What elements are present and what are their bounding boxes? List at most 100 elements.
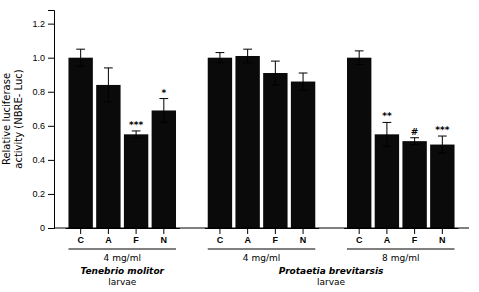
x-tick-label: F [273, 235, 279, 245]
x-tick: A [244, 228, 251, 245]
significance-label: *** [129, 120, 143, 130]
x-tick-mark [108, 228, 109, 234]
bar [235, 56, 259, 228]
x-tick: F [412, 228, 418, 245]
group-label: 4 mg/ml [243, 253, 280, 263]
y-tick: 1.2 [32, 19, 54, 29]
error-bar-cap [355, 50, 364, 51]
y-tick: 0.8 [32, 87, 54, 97]
group-bracket [347, 249, 455, 250]
error-bar [76, 49, 85, 66]
x-tick: C [356, 228, 363, 245]
error-bar [383, 122, 392, 146]
y-tick-mark [48, 24, 54, 25]
y-axis: 0 0.2 0.4 0.6 0.8 1.0 1.2 [32, 11, 54, 234]
chart: 0 0.2 0.4 0.6 0.8 1.0 1.2 Relative luciferaseac… [0, 0, 479, 292]
group-bracket [68, 249, 176, 250]
error-bar-stem [136, 131, 137, 138]
species-name: Tenebrio molitor [80, 266, 164, 276]
y-tick: 0.6 [32, 121, 54, 131]
species-note: larvae [317, 277, 346, 287]
bar [347, 58, 371, 228]
significance-label: ** [382, 111, 392, 121]
error-bar-stem [80, 49, 81, 66]
error-bar-cap [216, 52, 225, 53]
error-bar [159, 99, 168, 123]
x-tick-label: N [439, 235, 446, 245]
group-bracket [208, 249, 316, 250]
error-bar-cap [243, 49, 252, 50]
x-axis: CAFN [344, 228, 458, 245]
x-tick-mark [442, 228, 443, 234]
species-note: larvae [108, 277, 137, 287]
y-tick-mark [48, 228, 54, 229]
x-tick-mark [303, 228, 304, 234]
error-bar-cap [104, 67, 113, 68]
bar [263, 73, 287, 228]
x-tick: F [133, 228, 139, 245]
error-bar-cap [410, 137, 419, 138]
error-bar-cap [132, 130, 141, 131]
y-tick-label: 0.2 [32, 189, 45, 199]
error-bar-stem [275, 61, 276, 85]
error-bar [355, 51, 364, 65]
error-bar-cap [299, 90, 308, 91]
x-tick: N [161, 228, 168, 245]
x-tick-label: F [133, 235, 139, 245]
error-bar-cap [438, 136, 447, 137]
bars [68, 49, 454, 228]
x-tick: A [384, 228, 391, 245]
error-bar-stem [303, 73, 304, 90]
x-tick-mark [275, 228, 276, 234]
x-tick-mark [247, 228, 248, 234]
bar [68, 58, 92, 228]
y-tick: 0.2 [32, 189, 54, 199]
error-bar-cap [216, 62, 225, 63]
x-tick-label: A [244, 235, 251, 245]
x-axis-baseline [54, 228, 469, 229]
x-tick-label: C [356, 235, 363, 245]
y-tick-mark [48, 194, 54, 195]
x-tick: N [439, 228, 446, 245]
x-tick-label: N [161, 235, 168, 245]
y-tick-label: 0.8 [32, 87, 45, 97]
y-axis-title: Relative luciferaseactivity (NBRE- Luc) [1, 69, 24, 169]
error-bar-stem [359, 51, 360, 65]
species-name: Protaetia brevitarsis [279, 266, 384, 276]
error-bar [271, 61, 280, 85]
x-tick-mark [219, 228, 220, 234]
bar [124, 134, 148, 228]
x-tick-mark [359, 228, 360, 234]
error-bar-cap [159, 98, 168, 99]
error-bar-cap [271, 84, 280, 85]
y-tick-label: 0.6 [32, 121, 45, 131]
significance-label: # [411, 127, 419, 137]
error-bar-cap [243, 62, 252, 63]
error-bar [104, 68, 113, 102]
bar [291, 82, 315, 228]
x-tick-label: C [217, 235, 224, 245]
group-label: 8 mg/ml [382, 253, 419, 263]
y-tick-label: 1.0 [32, 53, 45, 63]
bar [208, 58, 232, 228]
y-tick-mark [48, 160, 54, 161]
error-bar [438, 136, 447, 153]
y-tick-label: 0 [40, 223, 45, 233]
error-bar-cap [383, 122, 392, 123]
x-tick-mark [136, 228, 137, 234]
x-axis: CAFN [205, 228, 319, 245]
x-tick: N [300, 228, 307, 245]
y-tick: 0.4 [32, 155, 54, 165]
x-tick-mark [414, 228, 415, 234]
y-tick: 1.0 [32, 53, 54, 63]
y-tick: 0 [40, 223, 54, 233]
error-bar-cap [299, 73, 308, 74]
bar [152, 110, 176, 228]
x-tick: F [273, 228, 279, 245]
x-axis: CAFN [66, 228, 180, 245]
annotations: ******#*** [129, 88, 450, 137]
error-bar-stem [108, 68, 109, 102]
error-bar-cap [355, 64, 364, 65]
x-tick-mark [386, 228, 387, 234]
x-tick-label: A [384, 235, 391, 245]
